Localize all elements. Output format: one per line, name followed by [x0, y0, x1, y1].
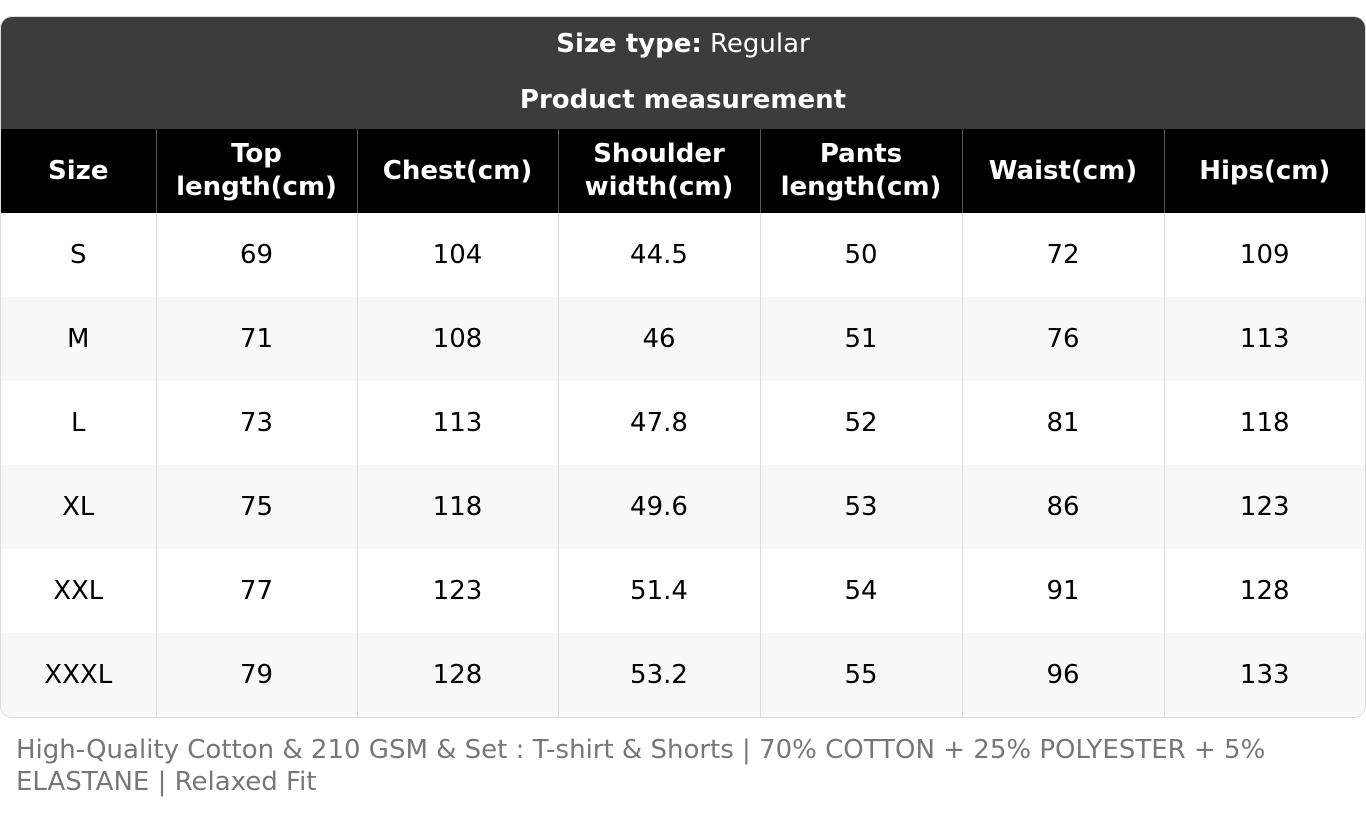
chart-header: Size type: Regular Product measurement [1, 17, 1365, 129]
table-cell: 118 [1163, 381, 1365, 465]
table-cell: 51 [759, 297, 962, 381]
table-cell: 113 [1163, 297, 1365, 381]
size-type-value: Regular [710, 29, 810, 59]
table-row: XXXL 79 128 53.2 55 96 133 [1, 633, 1365, 717]
column-header: Shoulder width(cm) [557, 129, 760, 213]
subtitle: Product measurement [519, 85, 847, 115]
table-cell: 96 [961, 633, 1164, 717]
column-header: Top length(cm) [155, 129, 357, 213]
table-cell: 81 [961, 381, 1164, 465]
table-cell: 128 [1163, 549, 1365, 633]
table-cell: 113 [356, 381, 558, 465]
table-row: L 73 113 47.8 52 81 118 [1, 381, 1365, 465]
table-cell: 51.4 [557, 549, 760, 633]
table-cell: 49.6 [557, 465, 760, 549]
table-cell: 55 [759, 633, 962, 717]
size-type-line: Size type: Regular [1, 28, 1365, 60]
table-cell: 108 [356, 297, 558, 381]
table-cell: L [71, 408, 86, 438]
table-cell: 53.2 [557, 633, 760, 717]
table-cell: 47.8 [557, 381, 760, 465]
table-cell: XXL [53, 576, 104, 606]
column-header: Pants length(cm) [759, 129, 962, 213]
table-cell: 104 [356, 213, 558, 297]
table-cell: 44.5 [557, 213, 760, 297]
table-cell: 123 [1163, 465, 1365, 549]
table-row: XL 75 118 49.6 53 86 123 [1, 465, 1365, 549]
table-cell: M [1, 297, 156, 381]
table-cell: S [69, 240, 87, 270]
table-cell: 79 [155, 633, 357, 717]
table-cell: 53 [759, 465, 962, 549]
column-header: Chest(cm) [356, 129, 558, 213]
table-cell: 71 [155, 297, 357, 381]
table-cell: 86 [961, 465, 1164, 549]
size-chart: Size type: Regular Product measurement S… [0, 16, 1366, 718]
size-type-label: Size type: [556, 29, 702, 59]
table-cell: 50 [759, 213, 962, 297]
table-cell: 109 [1163, 213, 1365, 297]
column-header: Hips(cm) [1163, 129, 1365, 213]
table-cell: 91 [961, 549, 1164, 633]
column-header: Waist(cm) [961, 129, 1164, 213]
table-cell: 52 [759, 381, 962, 465]
table-row: M 71 108 46 51 76 113 [1, 297, 1365, 381]
table-cell: 73 [155, 381, 357, 465]
header-row: Size Top length(cm) Chest(cm) Shoulder widt… [1, 129, 1365, 213]
table-cell: 75 [155, 465, 357, 549]
footer-note: High-Quality Cotton & 210 GSM & Set : T-… [16, 735, 1266, 797]
table-cell: 118 [356, 465, 558, 549]
table-row: XXL 77 123 51.4 54 91 128 [1, 549, 1365, 633]
table-cell: 77 [155, 549, 357, 633]
table-cell: 76 [961, 297, 1164, 381]
table-cell: XXXL [1, 633, 156, 717]
column-header: Size [1, 129, 156, 213]
table-cell: XL [1, 465, 156, 549]
table-cell: 54 [759, 549, 962, 633]
table-cell: 69 [155, 213, 357, 297]
table-cell: 72 [961, 213, 1164, 297]
table-cell: 133 [1163, 633, 1365, 717]
measurement-table: Size Top length(cm) Chest(cm) Shoulder widt… [1, 129, 1365, 717]
table-cell: 123 [356, 549, 558, 633]
table-cell: 128 [356, 633, 558, 717]
table-row: S 69 104 44.5 50 72 109 [1, 213, 1365, 297]
table-cell: 46 [557, 297, 760, 381]
